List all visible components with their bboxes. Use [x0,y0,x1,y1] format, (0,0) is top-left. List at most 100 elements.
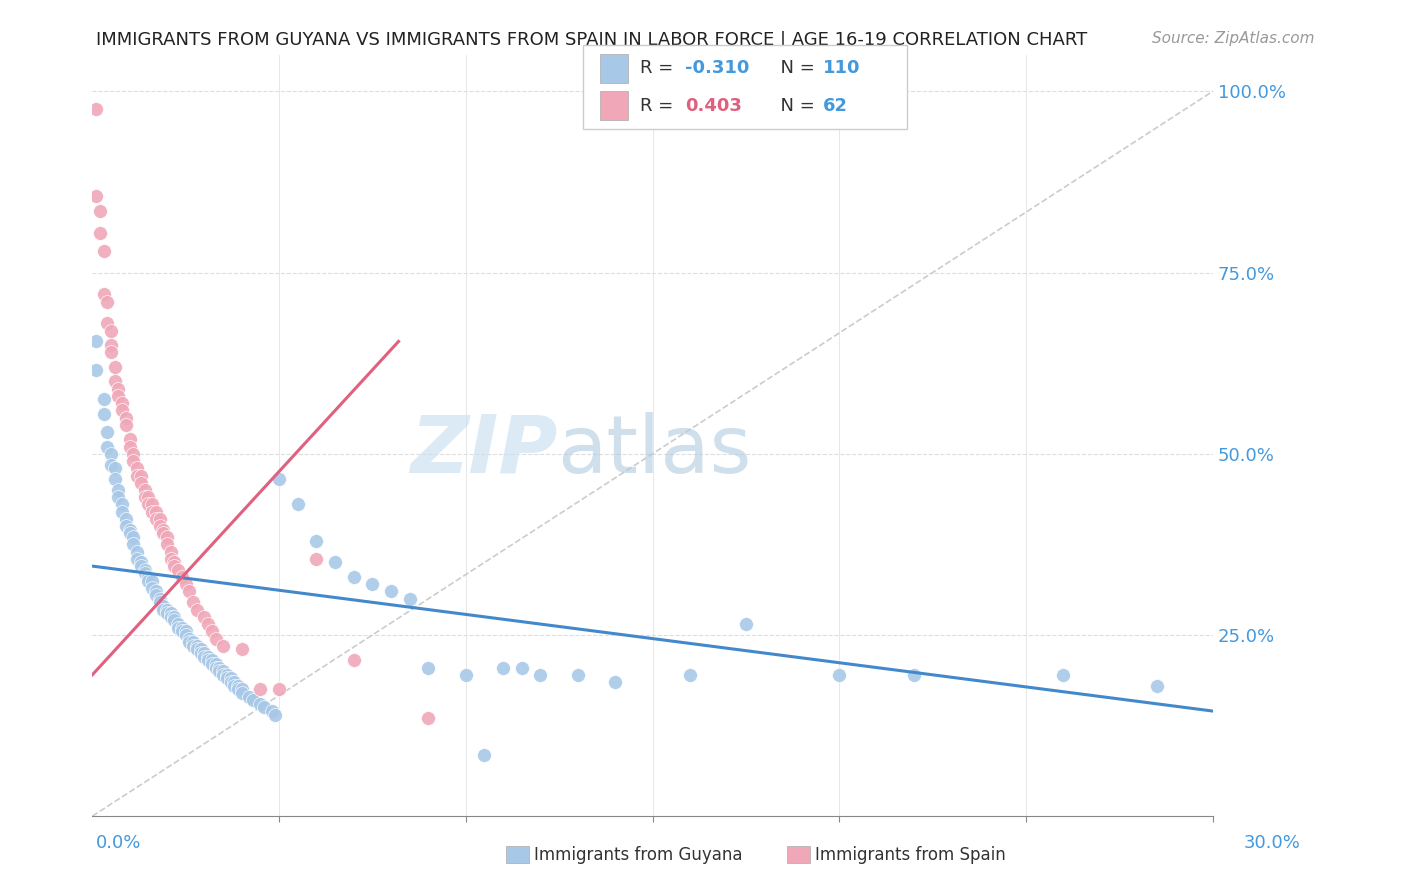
Point [167,617,190,632]
Point [138,570,160,584]
Point [197,649,219,664]
Point [134,563,156,577]
Point [156,537,179,551]
Point [84,103,107,117]
Point [122,447,145,461]
Point [167,621,190,635]
Point [148,591,170,606]
Text: R =: R = [640,96,679,114]
Point [305,552,328,566]
Point [141,498,163,512]
Point [111,498,134,512]
Point [159,606,181,620]
Point [231,686,253,700]
Point [174,628,197,642]
Point [380,584,402,599]
Point [129,475,152,490]
Point [104,359,127,374]
Point [474,747,496,762]
Point [89,226,111,240]
Point [1052,668,1074,682]
Point [111,396,134,410]
Point [267,472,290,486]
Point [141,505,163,519]
Point [197,653,219,667]
Point [122,537,145,551]
Point [141,581,163,595]
Point [190,646,212,660]
Point [93,287,115,301]
Point [100,338,122,352]
Point [134,490,156,504]
Point [418,660,440,674]
Point [152,602,174,616]
Point [163,559,186,574]
Point [115,410,138,425]
Point [118,432,141,446]
Point [84,334,107,349]
Point [529,668,551,682]
Point [163,556,186,570]
Point [156,602,179,616]
Point [343,570,366,584]
Point [224,675,246,690]
Point [96,294,118,309]
Point [129,559,152,574]
Point [118,526,141,541]
Text: N =: N = [769,60,821,78]
Point [127,552,149,566]
Point [828,668,851,682]
Point [224,679,246,693]
Point [170,624,193,639]
Point [115,512,138,526]
Point [129,468,152,483]
Point [179,584,201,599]
Point [96,440,118,454]
Point [104,374,127,388]
Point [186,639,208,653]
Point [107,483,129,497]
Point [492,660,515,674]
Point [186,642,208,657]
Point [96,316,118,330]
Text: atlas: atlas [557,412,752,490]
Point [186,602,208,616]
Point [181,635,204,649]
Point [115,417,138,432]
Point [163,610,186,624]
Point [107,382,129,396]
Point [170,570,193,584]
Text: Immigrants from Spain: Immigrants from Spain [815,846,1007,863]
Point [145,512,167,526]
Point [201,657,224,671]
Point [100,447,122,461]
Text: Source: ZipAtlas.com: Source: ZipAtlas.com [1152,31,1315,46]
Point [212,668,235,682]
Text: 110: 110 [823,60,860,78]
Point [204,632,226,646]
Point [107,490,129,504]
Point [305,533,328,548]
Point [253,700,276,714]
Point [181,595,204,609]
Point [156,530,179,544]
Point [138,498,160,512]
Point [287,498,309,512]
Point [127,468,149,483]
Point [93,392,115,407]
Point [267,682,290,697]
Point [208,660,231,674]
Point [100,458,122,472]
Point [398,591,420,606]
Point [179,632,201,646]
Point [201,624,224,639]
Point [734,617,756,632]
Point [231,682,253,697]
Point [84,363,107,377]
Point [418,711,440,725]
Point [264,707,287,722]
Point [148,595,170,609]
Point [454,668,477,682]
Point [231,642,253,657]
Point [361,577,384,591]
